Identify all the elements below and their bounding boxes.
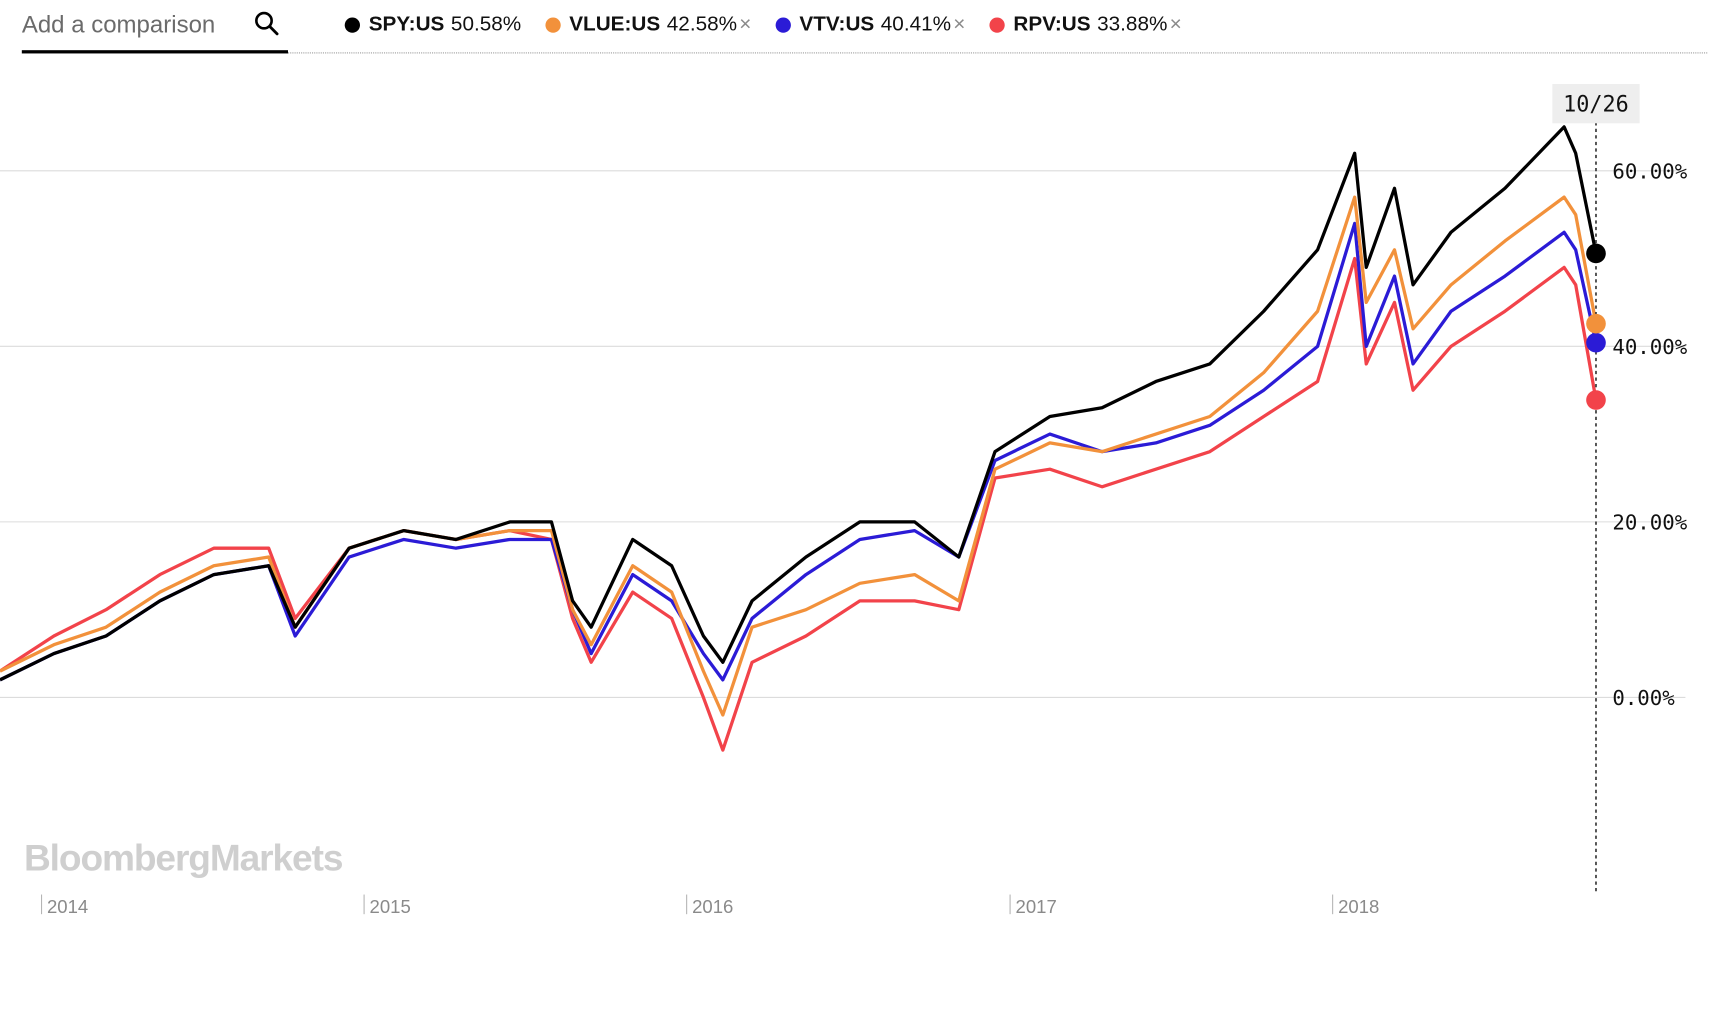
legend-item-vlue-us[interactable]: VLUE:US 42.58% × <box>545 13 751 37</box>
series-end-marker[interactable] <box>1586 332 1606 353</box>
header-divider <box>287 52 1708 54</box>
line-chart: 0.00% 20.00% 40.00% 60.00% 2014 2015 2016 2017 2… <box>0 83 1688 917</box>
legend-swatch <box>775 17 791 33</box>
series-end-marker[interactable] <box>1586 390 1606 410</box>
legend-swatch <box>989 17 1005 33</box>
remove-comparison-icon[interactable]: × <box>953 13 966 36</box>
legend-ticker: VTV:US <box>799 13 875 36</box>
comparison-search <box>21 7 288 54</box>
series-line-rpv-us <box>0 256 1598 752</box>
legend-ticker: SPY:US <box>368 13 445 36</box>
legend-value: 42.58% <box>666 13 738 36</box>
legend-item-vtv-us[interactable]: VTV:US 40.41% × <box>775 13 965 37</box>
y-tick-label: 40.00% <box>1612 335 1687 359</box>
legend-value: 50.58% <box>450 13 522 36</box>
legend-ticker: VLUE:US <box>569 13 661 36</box>
x-tick-label: 2014 <box>47 896 88 917</box>
x-tick-label: 2018 <box>1338 896 1379 917</box>
date-tag <box>1552 83 1640 124</box>
legend-swatch <box>344 17 360 33</box>
bloomberg-watermark: BloombergMarkets <box>24 837 343 879</box>
series-line-vtv-us <box>0 221 1598 682</box>
legend-value: 40.41% <box>880 13 952 36</box>
y-tick-label: 60.00% <box>1612 159 1687 183</box>
legend: SPY:US 50.58% VLUE:US 42.58% × VTV:US 40.41% × R… <box>344 13 1206 37</box>
legend-item-spy-us[interactable]: SPY:US 50.58% <box>344 13 522 37</box>
search-input[interactable] <box>21 10 240 40</box>
legend-swatch <box>545 17 561 33</box>
remove-comparison-icon[interactable]: × <box>739 13 752 36</box>
remove-comparison-icon[interactable]: × <box>1169 13 1182 36</box>
series-line-spy-us <box>0 125 1598 682</box>
search-icon[interactable] <box>253 10 281 38</box>
legend-item-rpv-us[interactable]: RPV:US 33.88% × <box>989 13 1182 37</box>
legend-ticker: RPV:US <box>1013 13 1091 36</box>
series-end-marker[interactable] <box>1586 313 1606 334</box>
y-tick-label: 0.00% <box>1612 686 1675 710</box>
x-tick-label: 2015 <box>370 896 411 917</box>
series-end-marker[interactable] <box>1586 243 1606 264</box>
x-tick-label: 2016 <box>692 896 733 917</box>
legend-value: 33.88% <box>1097 13 1168 36</box>
top-bar: SPY:US50.58%VLUE:US42.58%×VTV:US40.41%×R… <box>21 7 1708 57</box>
x-tick-label: 2017 <box>1016 896 1057 917</box>
date-tag-label: 10/26 <box>1563 92 1629 117</box>
y-tick-label: 20.00% <box>1612 511 1687 535</box>
